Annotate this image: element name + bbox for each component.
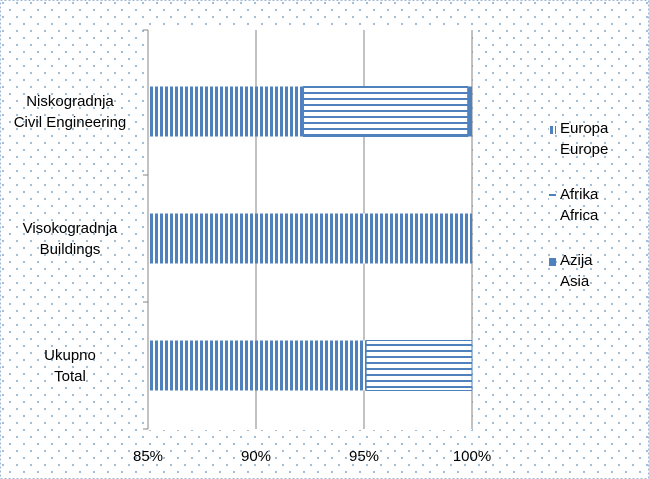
bar-segment xyxy=(148,213,472,264)
legend-marker xyxy=(549,126,556,134)
legend-label: Europa Europe xyxy=(560,120,609,158)
y-tick-label: Visokogradnja Buildings xyxy=(22,219,118,258)
y-tick-label: Ukupno Total xyxy=(44,346,96,385)
y-tick-label: Niskogradnja Civil Engineering xyxy=(13,92,127,131)
x-tick-label: 90% xyxy=(240,448,272,465)
bar-segment xyxy=(365,340,473,391)
legend-marker xyxy=(549,258,556,266)
bar-segment xyxy=(148,340,367,391)
x-tick-label: 85% xyxy=(132,448,164,465)
bar-segment xyxy=(148,86,304,137)
bar-segment xyxy=(467,86,472,137)
x-tick-label: 95% xyxy=(348,448,380,465)
legend-label: Afrika Africa xyxy=(560,186,599,224)
legend-label: Azija Asia xyxy=(560,252,593,290)
legend-marker xyxy=(549,192,556,200)
bar-segment xyxy=(303,86,469,137)
x-tick-label: 100% xyxy=(452,448,492,465)
